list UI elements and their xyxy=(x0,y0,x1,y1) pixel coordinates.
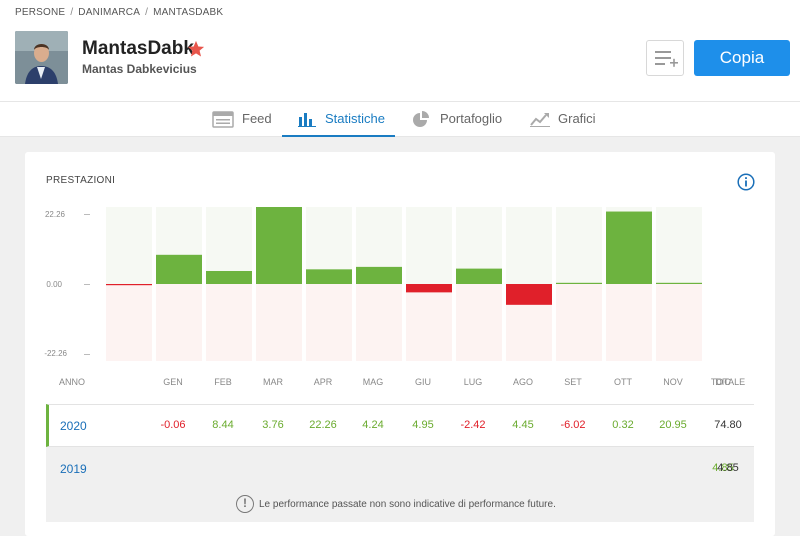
star-icon[interactable] xyxy=(187,40,205,58)
bar-giu[interactable] xyxy=(356,266,402,284)
chart-bg-negative xyxy=(556,284,602,361)
breadcrumb-item-country[interactable]: DANIMARCA xyxy=(78,7,141,18)
tab-feed[interactable]: Feed xyxy=(206,102,282,137)
bar-lug[interactable] xyxy=(406,284,452,293)
chart-bg-negative xyxy=(156,284,202,361)
col-header-gen: GEN xyxy=(163,377,183,387)
value-cell-dic: 4.85 xyxy=(712,462,734,474)
avatar xyxy=(15,31,68,84)
bar-ott[interactable] xyxy=(556,282,602,284)
breadcrumb-item-people[interactable]: PERSONE xyxy=(15,7,66,18)
tab-feed-label: Feed xyxy=(242,111,272,126)
table-row-2020[interactable] xyxy=(46,404,754,447)
y-axis-label-top: 22.26 xyxy=(44,210,65,219)
feed-icon xyxy=(212,111,234,128)
col-header-ago: AGO xyxy=(512,377,533,387)
value-cell-giu: 4.95 xyxy=(412,419,434,431)
bar-feb[interactable] xyxy=(156,254,202,284)
breadcrumb-item-user: MANTASDABK xyxy=(153,7,224,18)
col-header-total: TOTALE xyxy=(710,377,746,387)
tab-charts-label: Grafici xyxy=(558,111,596,126)
total-cell: 4.85 xyxy=(717,462,739,474)
year-cell[interactable]: 2019 xyxy=(60,462,87,476)
col-header-nov: NOV xyxy=(663,377,683,387)
col-header-mar: MAR xyxy=(263,377,283,387)
chart-bg-negative xyxy=(606,284,652,361)
y-tick xyxy=(84,354,90,355)
bar-chart-icon xyxy=(298,113,316,127)
bar-mar[interactable] xyxy=(206,270,252,284)
chart-bg-positive xyxy=(556,207,602,284)
value-cell-nov: 20.95 xyxy=(659,419,687,431)
username: MantasDabk xyxy=(82,38,194,59)
col-header-apr: APR xyxy=(313,377,333,387)
col-header-set: SET xyxy=(564,377,582,387)
tab-statistics-label: Statistiche xyxy=(325,111,385,126)
bar-ago[interactable] xyxy=(456,268,502,284)
chart-bg-negative xyxy=(206,284,252,361)
total-cell: 74.80 xyxy=(714,419,742,431)
profile-header: PERSONE / DANIMARCA / MANTASDABK MantasDabk … xyxy=(0,0,800,101)
info-icon[interactable] xyxy=(737,173,755,191)
profile-tabs: Feed Statistiche Portafoglio Grafici xyxy=(0,101,800,137)
col-header-ott: OTT xyxy=(614,377,632,387)
bar-nov[interactable] xyxy=(606,211,652,284)
value-cell-lug: -2.42 xyxy=(460,419,486,431)
chart-bg-positive xyxy=(106,207,152,284)
full-name: Mantas Dabkevicius xyxy=(82,62,197,76)
value-cell-mag: 4.24 xyxy=(362,419,384,431)
line-chart-icon xyxy=(530,113,550,127)
breadcrumb: PERSONE / DANIMARCA / MANTASDABK xyxy=(15,7,224,18)
performance-bar-chart xyxy=(106,207,702,361)
tab-portfolio[interactable]: Portafoglio xyxy=(409,102,509,137)
value-cell-ago: 4.45 xyxy=(512,419,534,431)
year-cell[interactable]: 2020 xyxy=(60,419,87,433)
value-cell-gen: -0.06 xyxy=(160,419,186,431)
chart-bg-positive xyxy=(406,207,452,284)
value-cell-set: -6.02 xyxy=(560,419,586,431)
col-header-year: ANNO xyxy=(58,377,85,387)
chart-bg-negative xyxy=(656,284,702,361)
value-cell-ott: 0.32 xyxy=(612,419,634,431)
tab-portfolio-label: Portafoglio xyxy=(440,111,503,126)
y-axis-label-zero: 0.00 xyxy=(46,280,62,289)
bar-dic[interactable] xyxy=(656,282,702,284)
warning-icon: ! xyxy=(236,495,254,513)
col-header-dic: DIC xyxy=(715,377,731,387)
bar-mag[interactable] xyxy=(306,269,352,284)
table-row-2019[interactable] xyxy=(46,447,754,522)
y-tick xyxy=(84,284,90,285)
value-cell-apr: 22.26 xyxy=(309,419,337,431)
col-header-lug: LUG xyxy=(463,377,483,387)
copy-button[interactable]: Copia xyxy=(694,40,790,76)
bar-gen[interactable] xyxy=(106,284,152,286)
value-cell-feb: 8.44 xyxy=(212,419,234,431)
chart-bg-negative xyxy=(406,284,452,361)
pie-chart-icon xyxy=(413,111,429,127)
bar-set[interactable] xyxy=(506,284,552,305)
chart-bg-negative xyxy=(256,284,302,361)
list-plus-icon xyxy=(655,51,678,67)
y-tick xyxy=(84,214,90,215)
disclaimer-text: Le performance passate non sono indicati… xyxy=(259,499,556,510)
col-header-feb: FEB xyxy=(214,377,232,387)
bar-apr[interactable] xyxy=(256,207,302,284)
chart-bg-negative xyxy=(306,284,352,361)
chart-bg-positive xyxy=(506,207,552,284)
col-header-giu: GIU xyxy=(414,377,431,387)
value-cell-mar: 3.76 xyxy=(262,419,284,431)
performance-title: PRESTAZIONI xyxy=(46,175,116,186)
tab-statistics[interactable]: Statistiche xyxy=(282,102,395,137)
chart-bg-negative xyxy=(456,284,502,361)
chart-bg-negative xyxy=(356,284,402,361)
tab-charts[interactable]: Grafici xyxy=(530,102,600,137)
chart-bg-positive xyxy=(656,207,702,284)
chart-bg-negative xyxy=(106,284,152,361)
add-to-watchlist-button[interactable] xyxy=(646,40,684,76)
col-header-mag: MAG xyxy=(362,377,384,387)
y-axis-label-bottom: -22.26 xyxy=(44,349,67,358)
